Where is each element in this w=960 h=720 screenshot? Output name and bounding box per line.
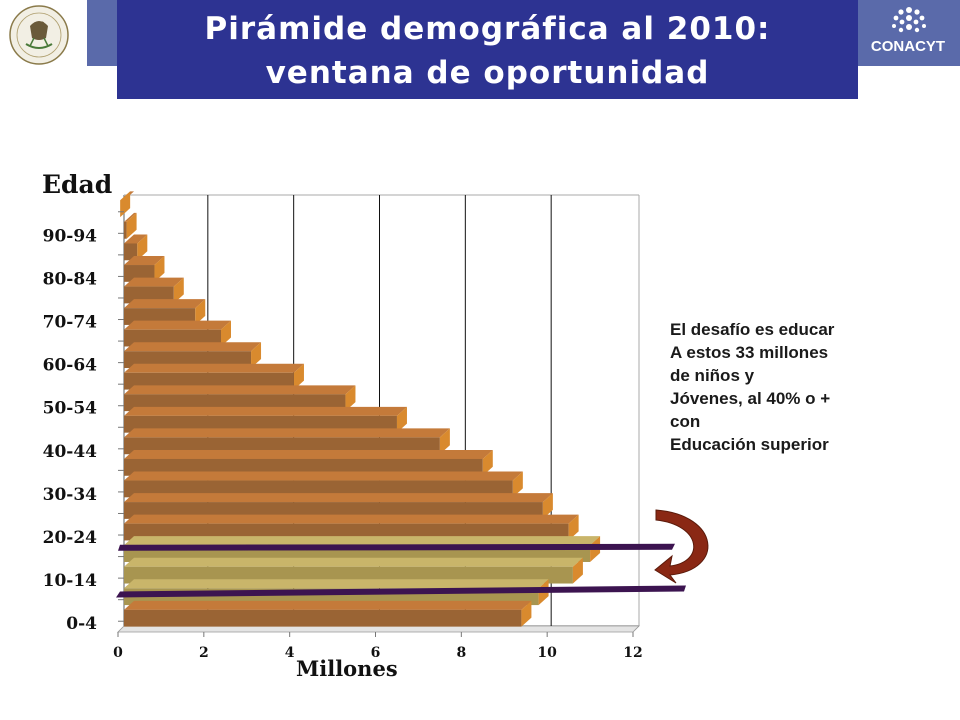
y-tick-label: 70-74 [43,313,98,333]
bar-side-face [120,191,131,218]
bar-top-face [124,449,493,459]
bar-side-face [345,385,356,412]
bar-top-face [124,385,356,395]
y-tick-label: 80-84 [43,269,98,289]
mexico-seal-icon [9,5,69,65]
bar-90-94 [118,212,137,239]
x-tick-labels: 0 2 4 6 8 10 12 [113,632,643,661]
curved-arrow-icon [654,509,709,584]
bar-side-face [482,449,493,476]
bar-side-face [195,299,206,325]
bar-top-face [124,514,579,524]
bar-side-face [137,234,148,261]
bar-side-face [521,600,532,627]
bar-top-face [124,493,553,503]
title-line-2: ventana de oportunidad [265,55,710,91]
bar-top-face [124,277,184,287]
bar-top-face [124,212,137,222]
bar-95-99 [118,191,134,218]
y-tick-label: 30-34 [43,485,98,505]
x-tick-label: 12 [623,645,642,661]
x-tick-label: 10 [537,645,557,661]
bar-top-face [124,579,549,589]
bar-side-face [251,342,262,369]
bar-top-face [124,428,450,438]
bar-side-face [173,277,184,304]
slide-title: Pirámide demográfica al 2010: ventana de… [117,0,858,99]
bracket-line-lower [116,585,686,598]
bar-top-face [124,557,583,567]
x-tick-label: 0 [113,645,123,661]
x-axis-label: Millones [296,656,398,681]
y-tick-label: 10-14 [43,571,98,591]
bar-side-face [126,212,137,239]
bar-side-face [396,406,407,433]
y-tick-label: 50-54 [43,399,98,419]
annotation-text: El desafío es educar A estos 33 millones… [670,320,835,454]
floor-3d [117,625,640,633]
bar-0-4 [118,600,532,627]
x-tick-label: 8 [456,645,466,661]
y-tick-label: 40-44 [43,442,98,462]
y-tick-label: 20-24 [43,528,98,548]
conacyt-logo-text: CONACYT [870,38,946,55]
bar-side-face [568,514,579,541]
bar-side-face [572,557,583,584]
bar-top-face [124,234,148,244]
x-tick-label: 4 [285,645,295,661]
y-tick-label: 60-64 [43,356,98,376]
bar-side-face [154,256,165,282]
bar-front-face [124,609,522,627]
conacyt-logo-icon [892,7,926,33]
bars [118,191,601,627]
x-tick-label: 6 [371,645,381,661]
bar-side-face [512,471,523,498]
bar-side-face [293,363,304,390]
x-tick-label: 2 [199,645,209,661]
bar-side-face [439,428,450,455]
bar-top-face [124,363,304,373]
y-axis-label: Edad [42,170,112,199]
y-tick-label: 90-94 [43,226,98,246]
bar-top-face [124,320,231,330]
title-line-1: Pirámide demográfica al 2010: [204,11,771,47]
bracket-line-upper [118,543,675,551]
highlight-bracket [116,543,686,598]
bar-top-face [124,471,523,481]
bar-front-face [124,221,127,239]
bar-top-face [124,600,532,610]
bar-top-face [124,406,407,416]
y-tick-labels: 0-4 10-14 20-24 30-34 40-44 50-54 60-64 70-74 80… [43,226,98,634]
bar-top-face [124,256,165,266]
bar-top-face [124,536,601,546]
bar-top-face [124,342,262,352]
bar-side-face [542,493,553,519]
y-tick-label: 0-4 [66,614,97,634]
bar-top-face [124,299,206,309]
bar-side-face [221,320,231,347]
